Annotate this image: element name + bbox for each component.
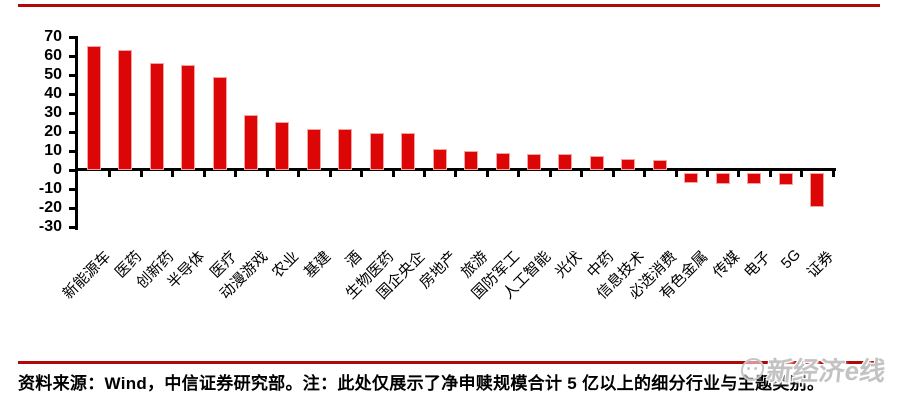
bar	[243, 114, 258, 170]
x-axis-line	[75, 168, 836, 171]
y-axis-tick-label: 60	[44, 46, 62, 64]
bar	[495, 152, 510, 170]
bar	[715, 173, 730, 185]
y-axis-tick	[69, 207, 75, 211]
bar	[684, 173, 699, 183]
x-axis-tick	[737, 171, 741, 177]
y-axis-tick-label: 10	[44, 141, 62, 159]
x-axis-tick	[139, 171, 143, 177]
x-axis-tick	[108, 171, 112, 177]
bar	[747, 173, 762, 185]
top-divider-rule	[18, 4, 880, 7]
bar	[275, 122, 290, 170]
category-label: 农业	[269, 248, 303, 282]
x-axis-tick	[297, 171, 301, 177]
bar	[432, 149, 447, 170]
x-axis-tick	[202, 171, 206, 177]
x-axis-tick	[360, 171, 364, 177]
x-axis-tick	[580, 171, 584, 177]
y-axis-tick	[69, 169, 75, 172]
category-label: 电子	[741, 248, 775, 282]
x-axis-tick	[768, 171, 772, 177]
y-axis-tick-label: 70	[44, 27, 62, 45]
x-axis-tick	[517, 171, 521, 177]
y-axis-tick	[69, 92, 75, 96]
x-axis-tick	[391, 171, 395, 177]
y-axis-tick	[69, 54, 75, 58]
source-note: 资料来源：Wind，中信证券研究部。注：此处仅展示了净申赎规模合计 5 亿以上的…	[18, 374, 825, 393]
bar	[652, 160, 667, 170]
x-axis-tick	[611, 171, 615, 177]
watermark-text: 新经济e线	[765, 356, 887, 386]
bar	[401, 132, 416, 170]
y-axis-tick	[69, 130, 75, 134]
bar	[810, 173, 825, 208]
bar	[621, 158, 636, 170]
y-axis-tick-label: -30	[38, 218, 62, 236]
x-axis-tick	[171, 171, 175, 177]
bar-chart: 70 60 50 40 30 20 10 0 -10 -20 -30 新能源车 医药 创新药 半导体 医疗 动漫…	[38, 27, 838, 303]
y-axis-tick	[69, 188, 75, 192]
category-label: 基建	[300, 248, 335, 282]
y-axis-line	[75, 36, 78, 230]
x-axis-tick	[643, 171, 647, 177]
bar	[212, 76, 227, 170]
y-axis-tick	[69, 226, 75, 230]
bar	[589, 155, 604, 170]
x-axis-tick	[706, 171, 709, 177]
category-label: 证券	[803, 248, 838, 282]
y-axis-tick	[69, 73, 75, 77]
x-axis-tick	[485, 171, 489, 177]
bar	[527, 153, 542, 170]
y-axis-tick-label: -20	[38, 199, 62, 217]
x-axis-tick	[422, 171, 426, 177]
bar	[306, 128, 321, 170]
bar	[149, 63, 164, 170]
bar	[86, 46, 101, 170]
x-axis-tick	[328, 171, 332, 177]
y-axis-tick-label: 0	[53, 161, 62, 178]
y-axis-tick-label: 30	[44, 103, 62, 121]
bar	[118, 49, 133, 170]
bar	[464, 150, 479, 170]
y-axis-tick-label: 40	[44, 84, 62, 102]
y-axis-tick	[69, 149, 75, 153]
bar	[181, 65, 196, 170]
x-axis-tick	[800, 171, 804, 177]
bottom-divider-rule	[18, 361, 880, 364]
x-axis-tick	[265, 171, 269, 177]
category-label: 新能源车	[59, 248, 114, 303]
bar	[778, 173, 793, 186]
category-label: 传媒	[709, 248, 743, 282]
x-axis-tick	[548, 171, 552, 177]
x-axis-tick	[454, 171, 458, 177]
y-axis-tick-label: 20	[44, 122, 62, 140]
category-label: 光伏	[552, 248, 586, 282]
category-label: 5G	[777, 246, 804, 273]
y-axis-tick-label: 50	[44, 65, 62, 83]
y-axis-tick-label: -10	[38, 180, 62, 198]
x-axis-tick	[674, 171, 678, 177]
x-axis-tick	[234, 171, 238, 177]
bar	[558, 153, 573, 170]
x-axis-tick	[831, 171, 835, 177]
y-axis-tick	[69, 35, 75, 39]
watermark: 新经济e线	[739, 351, 887, 388]
bar	[369, 132, 384, 170]
bar	[338, 128, 353, 170]
smiley-circle-icon	[739, 358, 766, 381]
y-axis-tick	[69, 111, 75, 115]
